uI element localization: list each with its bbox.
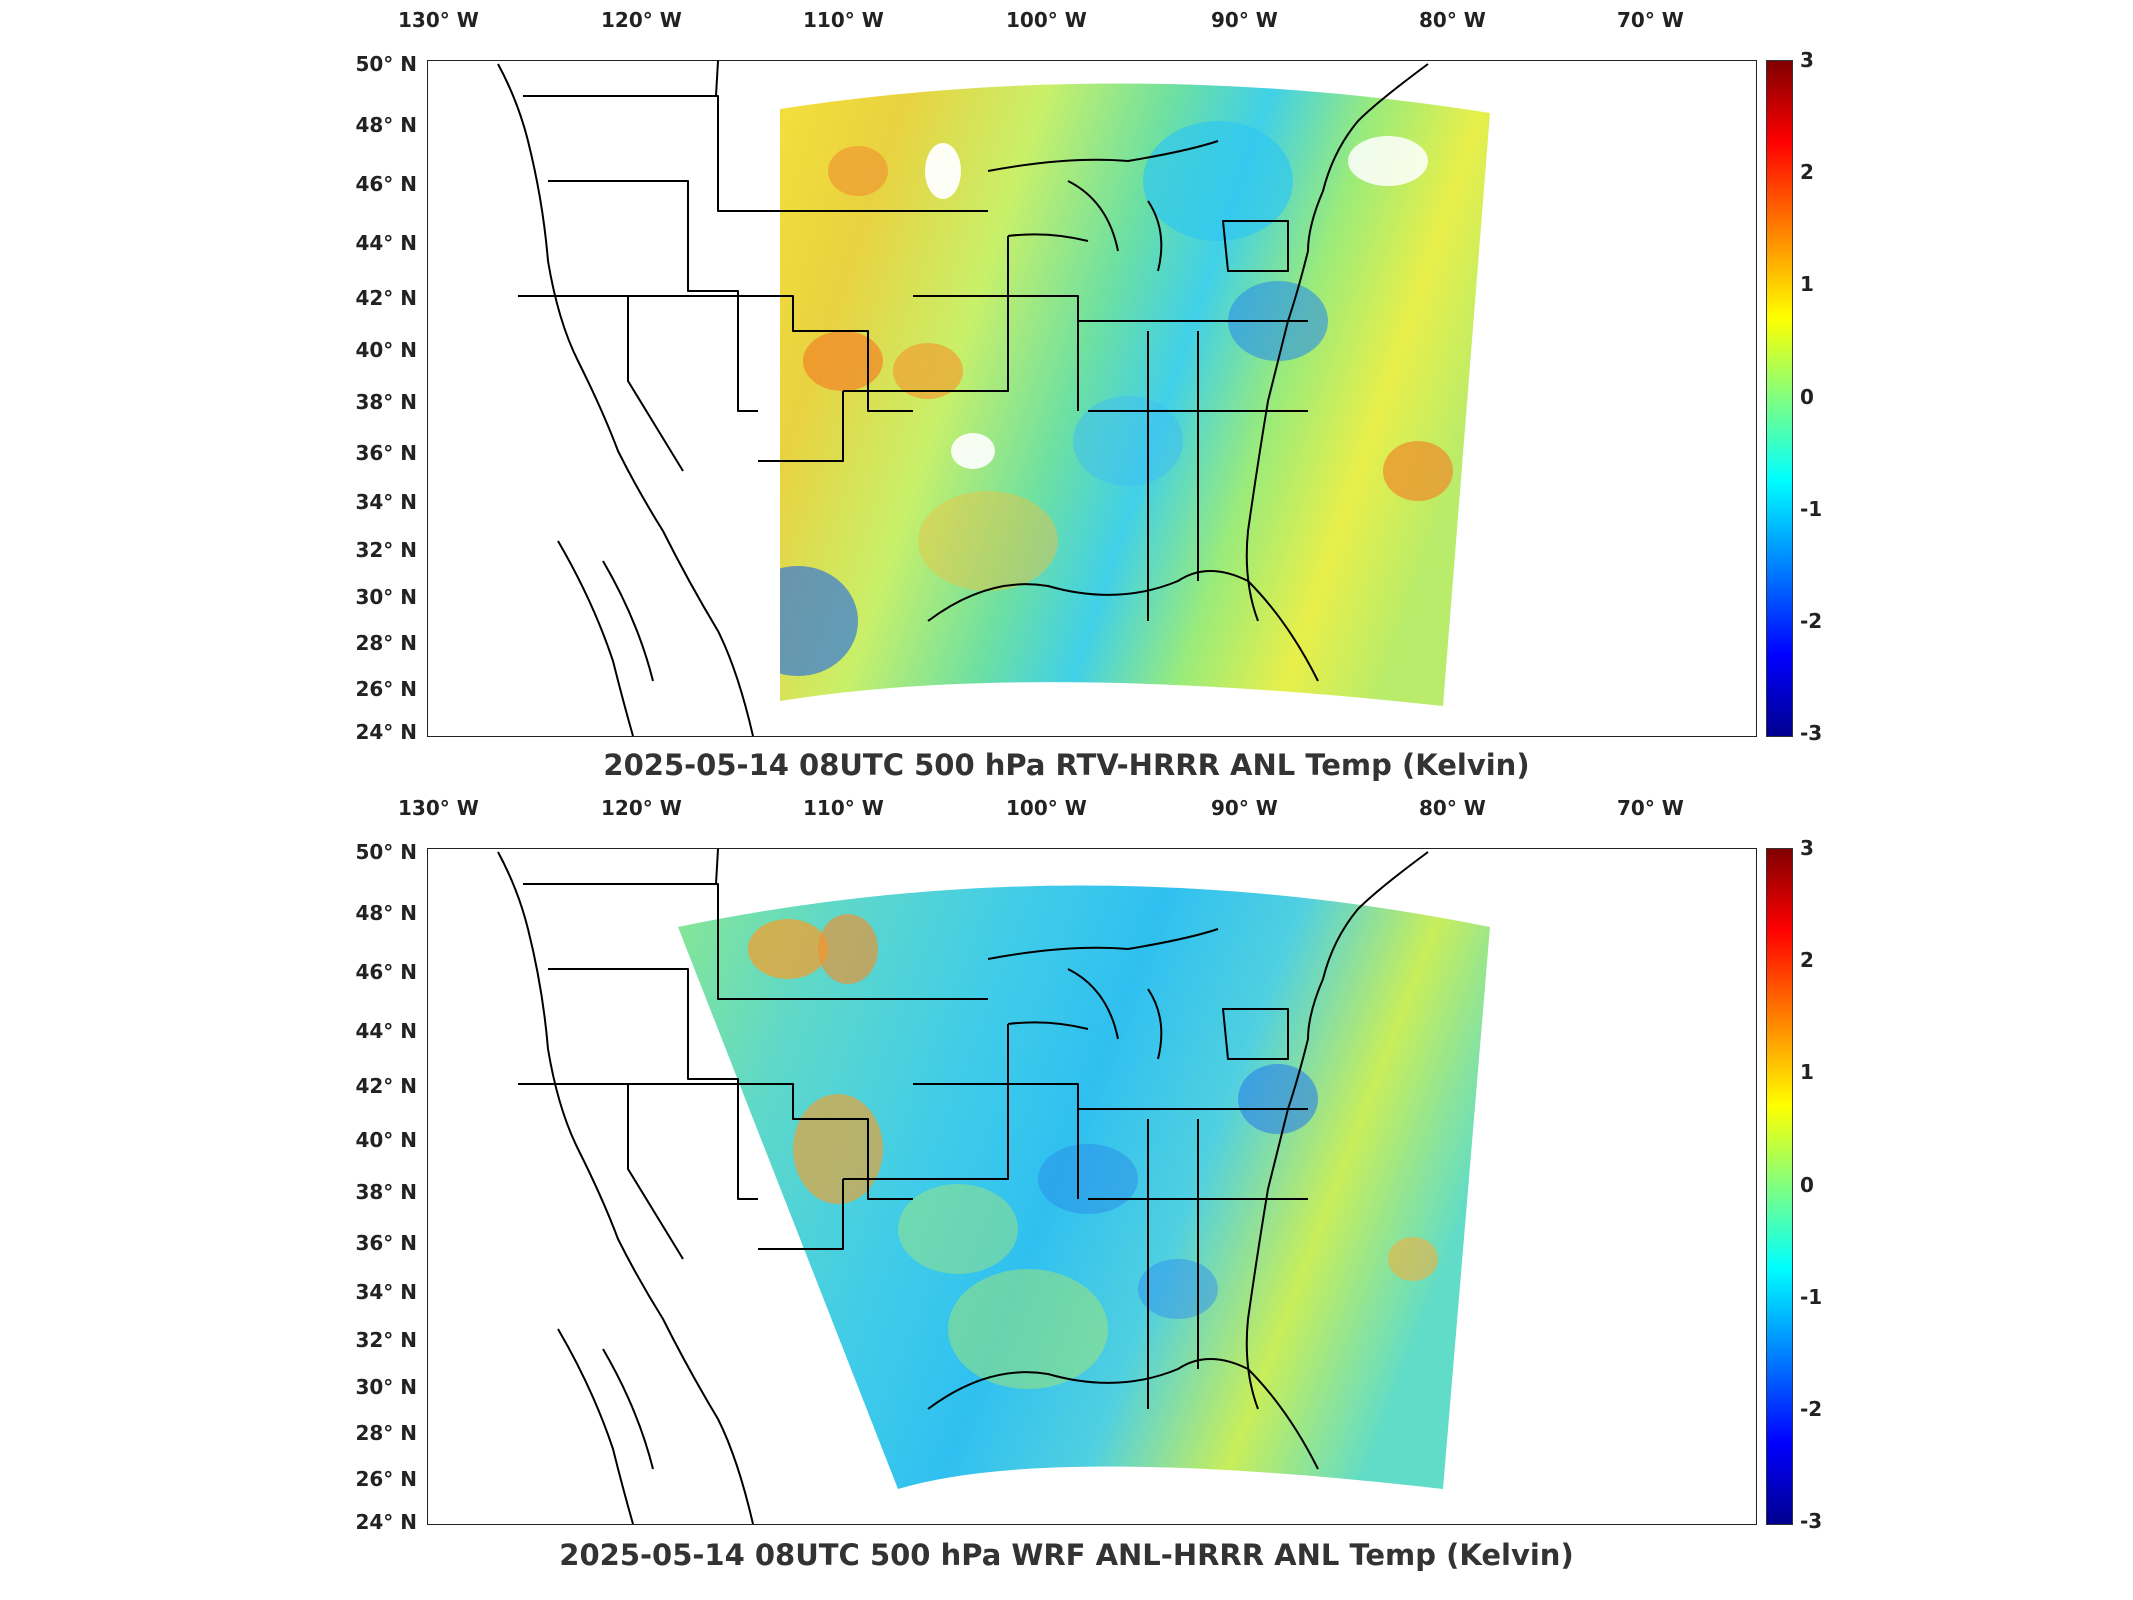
data-field [780,83,1490,707]
lon-tick-label: 130° W [398,796,479,820]
data-field [678,885,1490,1489]
lat-tick-label: 34° N [355,1280,417,1304]
colorbar-tick-label: 1 [1800,1060,1814,1084]
map-plot-area [427,60,1757,737]
colorbar-tick-label: -2 [1800,1397,1823,1421]
map-panel-bottom: 130° W 120° W 110° W 100° W 90° W 80° W … [0,790,2133,1600]
lat-tick-label: 32° N [355,538,417,562]
map-title: 2025-05-14 08UTC 500 hPa WRF ANL-HRRR AN… [559,1538,1574,1572]
lat-tick-label: 46° N [355,172,417,196]
lat-tick-label: 32° N [355,1328,417,1352]
lon-tick-label: 130° W [398,8,479,32]
colorbar-tick-label: -1 [1800,497,1823,521]
coastlines-and-borders [497,61,1429,736]
lon-tick-label: 120° W [601,8,682,32]
lat-tick-label: 26° N [355,677,417,701]
coastlines-and-borders [497,849,1429,1524]
lon-tick-label: 120° W [601,796,682,820]
map-plot-area [427,848,1757,1525]
lat-tick-label: 38° N [355,1180,417,1204]
lat-tick-label: 36° N [355,1231,417,1255]
lon-tick-label: 70° W [1617,8,1684,32]
lat-tick-label: 24° N [355,720,417,744]
colorbar-tick-label: 3 [1800,836,1814,860]
colorbar-tick-label: 1 [1800,272,1814,296]
lat-tick-label: 26° N [355,1467,417,1491]
lon-tick-label: 80° W [1419,796,1486,820]
lon-tick-label: 100° W [1006,8,1087,32]
lat-tick-label: 34° N [355,490,417,514]
colorbar-tick-label: 0 [1800,385,1814,409]
lat-tick-label: 42° N [355,286,417,310]
lat-tick-label: 48° N [355,113,417,137]
lat-tick-label: 44° N [355,1019,417,1043]
lat-tick-label: 24° N [355,1510,417,1534]
map-title: 2025-05-14 08UTC 500 hPa RTV-HRRR ANL Te… [603,748,1530,782]
lat-tick-label: 30° N [355,1375,417,1399]
lon-tick-label: 110° W [803,8,884,32]
colorbar [1766,60,1793,737]
lat-tick-label: 50° N [355,52,417,76]
colorbar [1766,848,1793,1525]
colorbar-tick-label: -3 [1800,721,1823,745]
lat-tick-label: 38° N [355,390,417,414]
colorbar-tick-label: -2 [1800,609,1823,633]
colorbar-tick-label: 2 [1800,160,1814,184]
lat-tick-label: 44° N [355,231,417,255]
lat-tick-label: 28° N [355,631,417,655]
lat-tick-label: 42° N [355,1074,417,1098]
lat-tick-label: 46° N [355,960,417,984]
lat-tick-label: 36° N [355,441,417,465]
lat-tick-label: 48° N [355,901,417,925]
temperature-difference-map [497,849,1490,1524]
lon-tick-label: 90° W [1211,8,1278,32]
lon-tick-label: 100° W [1006,796,1087,820]
colorbar-tick-label: 0 [1800,1173,1814,1197]
lat-tick-label: 28° N [355,1421,417,1445]
lat-tick-label: 40° N [355,1128,417,1152]
lon-tick-label: 90° W [1211,796,1278,820]
lon-tick-label: 110° W [803,796,884,820]
colorbar-tick-label: -3 [1800,1509,1823,1533]
map-panel-top: 130° W 120° W 110° W 100° W 90° W 80° W … [355,8,1823,782]
lat-tick-label: 50° N [355,840,417,864]
colorbar-tick-label: 2 [1800,948,1814,972]
lat-tick-label: 40° N [355,338,417,362]
lat-tick-label: 30° N [355,585,417,609]
lon-tick-label: 70° W [1617,796,1684,820]
temperature-difference-map [497,61,1490,736]
colorbar-tick-label: -1 [1800,1285,1823,1309]
colorbar-tick-label: 3 [1800,48,1814,72]
lon-tick-label: 80° W [1419,8,1486,32]
